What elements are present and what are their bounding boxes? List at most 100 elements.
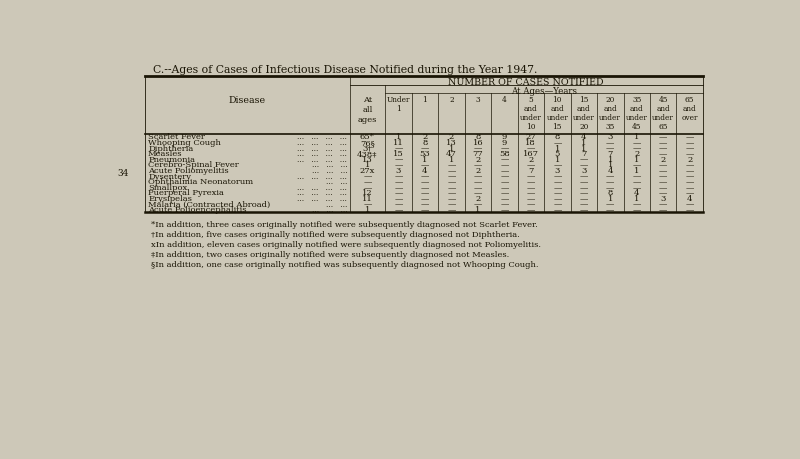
- Text: 16: 16: [473, 139, 483, 146]
- Text: 438‡: 438‡: [357, 150, 378, 158]
- Text: —: —: [659, 161, 667, 169]
- Text: —: —: [526, 161, 535, 169]
- Text: —: —: [633, 161, 641, 169]
- Text: —: —: [659, 139, 667, 146]
- Text: —: —: [421, 184, 429, 191]
- Text: —: —: [686, 184, 694, 191]
- Text: —: —: [394, 172, 402, 180]
- Text: —: —: [447, 161, 455, 169]
- Text: 1: 1: [581, 144, 586, 152]
- Text: —: —: [447, 206, 455, 214]
- Text: 3: 3: [475, 96, 480, 104]
- Text: 2: 2: [449, 96, 454, 104]
- Text: Scarlet Fever: Scarlet Fever: [148, 133, 205, 141]
- Text: —: —: [553, 189, 562, 197]
- Text: —: —: [553, 161, 562, 169]
- Text: —: —: [686, 139, 694, 146]
- Text: Erysipelas: Erysipelas: [148, 195, 192, 202]
- Text: 1: 1: [607, 161, 613, 169]
- Text: Diphtheria: Diphtheria: [148, 144, 194, 152]
- Text: 1: 1: [365, 206, 370, 214]
- Text: 2: 2: [475, 195, 481, 202]
- Text: —: —: [553, 139, 562, 146]
- Text: —: —: [580, 184, 588, 191]
- Text: —: —: [421, 172, 429, 180]
- Text: 5
and
under
10: 5 and under 10: [520, 96, 542, 130]
- Text: 4: 4: [687, 195, 693, 202]
- Text: —: —: [553, 200, 562, 208]
- Text: —: —: [606, 200, 614, 208]
- Text: —: —: [633, 184, 641, 191]
- Text: —: —: [526, 172, 535, 180]
- Text: —: —: [606, 139, 614, 146]
- Text: —: —: [394, 184, 402, 191]
- Text: 3: 3: [396, 167, 401, 174]
- Text: 167: 167: [523, 150, 539, 158]
- Text: 65
and
over: 65 and over: [682, 96, 698, 122]
- Text: —: —: [526, 144, 535, 152]
- Text: Malaria (Contracted Abroad): Malaria (Contracted Abroad): [148, 200, 270, 208]
- Text: Measles: Measles: [148, 150, 182, 158]
- Text: 7: 7: [528, 167, 534, 174]
- Text: —: —: [686, 206, 694, 214]
- Text: —: —: [394, 144, 402, 152]
- Text: —: —: [500, 167, 509, 174]
- Text: —: —: [553, 172, 562, 180]
- Text: —: —: [686, 172, 694, 180]
- Text: 1: 1: [422, 96, 427, 104]
- Text: 1: 1: [581, 139, 586, 146]
- Text: 15: 15: [393, 150, 404, 158]
- Text: 8: 8: [422, 139, 428, 146]
- Text: C.--Ages of Cases of Infectious Disease Notified during the Year 1947.: C.--Ages of Cases of Infectious Disease …: [153, 65, 537, 75]
- Text: 2: 2: [422, 133, 427, 141]
- Text: —: —: [580, 200, 588, 208]
- Text: 27: 27: [526, 133, 536, 141]
- Text: ...   ...   ...: ... ... ...: [312, 206, 347, 214]
- Text: 1: 1: [634, 133, 639, 141]
- Text: 1: 1: [396, 133, 401, 141]
- Text: —: —: [580, 172, 588, 180]
- Text: ...   ...: ... ...: [326, 200, 347, 208]
- Text: —: —: [447, 200, 455, 208]
- Text: 9: 9: [502, 133, 507, 141]
- Text: —: —: [659, 184, 667, 191]
- Text: 3: 3: [607, 133, 613, 141]
- Text: 2: 2: [661, 156, 666, 163]
- Text: 8: 8: [607, 189, 613, 197]
- Text: 4: 4: [502, 96, 506, 104]
- Text: 2: 2: [687, 156, 692, 163]
- Text: —: —: [553, 206, 562, 214]
- Text: —: —: [659, 172, 667, 180]
- Text: 1: 1: [634, 195, 639, 202]
- Text: —: —: [394, 195, 402, 202]
- Text: Acute Polioencephalitis: Acute Polioencephalitis: [148, 206, 246, 214]
- Text: —: —: [394, 178, 402, 186]
- Text: 7: 7: [581, 150, 586, 158]
- Text: —: —: [447, 178, 455, 186]
- Text: 11: 11: [362, 195, 373, 202]
- Text: —: —: [606, 144, 614, 152]
- Text: †In addition, five cases originally notified were subsequently diagnosed not Dip: †In addition, five cases originally noti…: [151, 230, 520, 238]
- Text: 1: 1: [449, 156, 454, 163]
- Text: —: —: [500, 144, 509, 152]
- Text: —: —: [606, 178, 614, 186]
- Text: —: —: [500, 161, 509, 169]
- Text: —: —: [686, 189, 694, 197]
- Text: —: —: [526, 178, 535, 186]
- Text: —: —: [686, 144, 694, 152]
- Text: —: —: [474, 200, 482, 208]
- Text: —: —: [500, 184, 509, 191]
- Text: 47: 47: [446, 150, 457, 158]
- Text: 1: 1: [554, 156, 560, 163]
- Text: —: —: [447, 195, 455, 202]
- Text: —: —: [394, 200, 402, 208]
- Text: 1: 1: [634, 167, 639, 174]
- Text: —: —: [606, 172, 614, 180]
- Text: 4: 4: [607, 167, 613, 174]
- Text: —: —: [659, 167, 667, 174]
- Text: —: —: [686, 167, 694, 174]
- Text: §In addition, one case originally notified was subsequently diagnosed not Whoopi: §In addition, one case originally notifi…: [151, 260, 538, 268]
- Text: 1: 1: [607, 156, 613, 163]
- Text: —: —: [394, 206, 402, 214]
- Text: —: —: [526, 206, 535, 214]
